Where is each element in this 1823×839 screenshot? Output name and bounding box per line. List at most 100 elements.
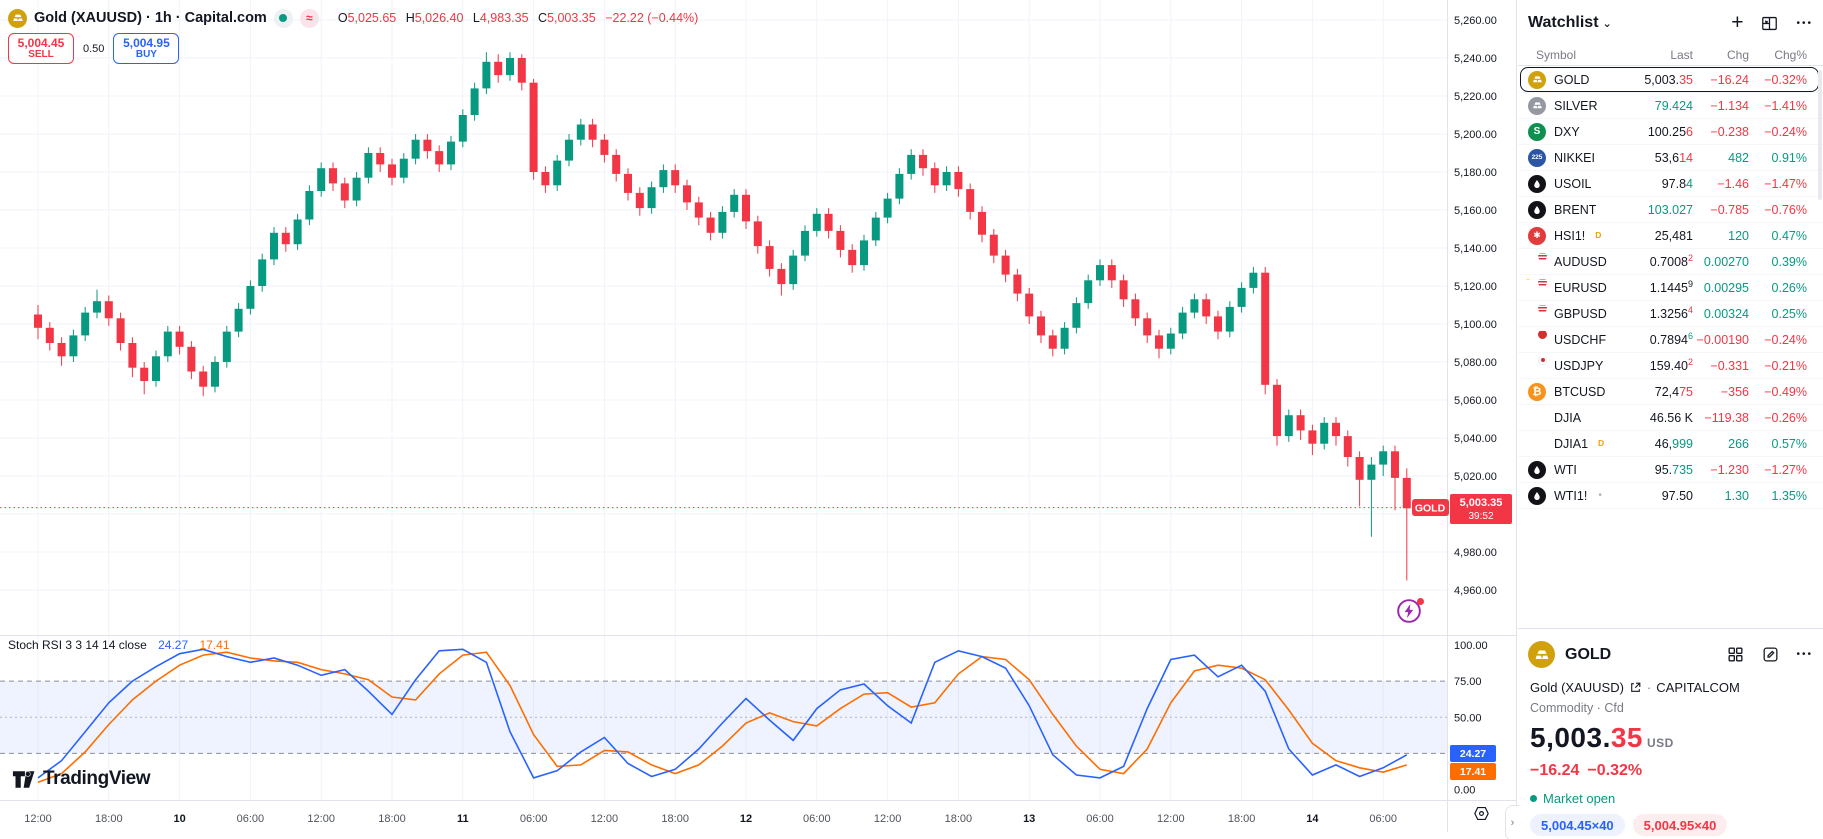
change-value: 0.00324 (1703, 306, 1749, 321)
watchlist-row-usoil[interactable]: USOIL 97.84 −1.46 −1.47% (1518, 171, 1823, 197)
market-status-dot-icon[interactable] (273, 8, 293, 28)
change-percent: −0.49% (1764, 384, 1807, 399)
grid-view-icon[interactable] (1726, 645, 1745, 664)
watchlist-row-wti[interactable]: WTI 95.735 −1.230 −1.27% (1518, 457, 1823, 483)
last-price: 97.84 (1661, 176, 1693, 191)
watchlist-row-hsi1[interactable]: ✱ HSI1! D 25,481 120 0.47% (1518, 223, 1823, 249)
symbol-name: USOIL (1554, 176, 1592, 191)
sell-button[interactable]: 5,004.45 SELL (8, 33, 74, 64)
approx-price-icon[interactable]: ≈ (299, 8, 319, 28)
watchlist-row-djia[interactable]: DJIA 46.56 K −119.38 −0.26% (1518, 405, 1823, 431)
last-price: 95.735 (1654, 462, 1693, 477)
last-price: 79.424 (1654, 98, 1693, 113)
change-value: −1.230 (1710, 462, 1749, 477)
last-price: 159.402 (1649, 356, 1693, 374)
external-link-icon[interactable] (1629, 681, 1642, 694)
svg-text:5,160.00: 5,160.00 (1454, 205, 1497, 217)
change-value: −1.46 (1717, 176, 1749, 191)
svg-text:12:00: 12:00 (24, 813, 52, 825)
us-mini-flag-icon (1537, 252, 1548, 262)
watchlist-row-brent[interactable]: BRENT 103.027 −0.785 −0.76% (1518, 197, 1823, 223)
change-value: −0.00190 (1696, 332, 1749, 347)
svg-text:5,200.00: 5,200.00 (1454, 129, 1497, 141)
change-percent: 1.35% (1771, 488, 1807, 503)
watchlist-scrollbar[interactable] (1818, 70, 1822, 200)
column-chg-pct[interactable]: Chg% (1774, 47, 1807, 62)
svg-text:14: 14 (1306, 813, 1319, 825)
price-scale[interactable] (1447, 0, 1517, 800)
tradingview-logo[interactable]: TradingView (12, 768, 151, 790)
last-price: 46.56 K (1649, 410, 1693, 425)
change-value: 0.00270 (1703, 254, 1749, 269)
svg-text:06:00: 06:00 (1086, 813, 1114, 825)
svg-text:17.41: 17.41 (1460, 766, 1486, 778)
svg-text:18:00: 18:00 (378, 813, 406, 825)
column-symbol[interactable]: Symbol (1536, 47, 1577, 62)
quick-trade-lightning-icon[interactable] (1396, 598, 1424, 626)
panel-divider (1518, 628, 1823, 629)
price-chart[interactable]: 5,260.00 5,240.00 5,220.00 5,200.00 5,180.00… (0, 0, 1517, 839)
watchlist-row-silver[interactable]: SILVER 79.424 −1.134 −1.41% (1518, 93, 1823, 119)
oil-icon (1528, 200, 1546, 219)
change-percent: −1.47% (1764, 176, 1807, 191)
hsi-icon: ✱ (1528, 226, 1546, 245)
symbol-name: BTCUSD (1554, 384, 1606, 399)
indicator-legend[interactable]: Stoch RSI 3 3 14 14 close 24.27 17.41 (8, 638, 230, 652)
svg-text:06:00: 06:00 (1369, 813, 1397, 825)
collapse-panel-handle[interactable]: › (1505, 805, 1519, 839)
last-price: 100.256 (1647, 124, 1693, 139)
svg-text:5,180.00: 5,180.00 (1454, 167, 1497, 179)
watchlist-title[interactable]: Watchlist ⌄ (1528, 14, 1612, 31)
svg-text:12:00: 12:00 (874, 813, 902, 825)
svg-text:0.00: 0.00 (1454, 785, 1475, 797)
add-symbol-button[interactable]: + (1731, 11, 1744, 34)
change-percent: 0.91% (1771, 150, 1807, 165)
watchlist-row-eurusd[interactable]: EURUSD 1.14459 0.00295 0.26% (1518, 275, 1823, 301)
edit-note-icon[interactable] (1761, 645, 1780, 664)
chart-settings-icon[interactable] (1472, 804, 1491, 828)
watchlist-row-dxy[interactable]: S DXY 100.256 −0.238 −0.24% (1518, 119, 1823, 145)
svg-text:18:00: 18:00 (661, 813, 689, 825)
change-percent: 0.57% (1771, 436, 1807, 451)
bid-size-pill[interactable]: 5,004.45×40 (1530, 814, 1625, 836)
change-percent: 0.26% (1771, 280, 1807, 295)
svg-text:50.00: 50.00 (1454, 712, 1482, 724)
ask-size-pill[interactable]: 5,004.95×40 (1632, 814, 1728, 836)
watchlist-row-usdjpy[interactable]: USDJPY 159.402 −0.331 −0.21% (1518, 353, 1823, 379)
svg-text:5,260.00: 5,260.00 (1454, 15, 1497, 27)
details-more-button[interactable]: ••• (1796, 649, 1813, 660)
change-percent: −0.26% (1764, 410, 1807, 425)
gold-logo-icon (1528, 641, 1555, 668)
layout-grid-icon[interactable] (1760, 14, 1779, 33)
watchlist-row-gbpusd[interactable]: GBPUSD 1.32564 0.00324 0.25% (1518, 301, 1823, 327)
us-mini-flag-icon (1537, 304, 1548, 314)
svg-text:4,960.00: 4,960.00 (1454, 585, 1497, 597)
watchlist-row-djia1[interactable]: DJIA1 D 46,999 266 0.57% (1518, 431, 1823, 457)
symbol-title[interactable]: Gold (XAUUSD) · 1h · Capital.com (34, 10, 267, 26)
watchlist-more-button[interactable]: ••• (1796, 17, 1813, 29)
details-full-name[interactable]: Gold (XAUUSD) (1530, 680, 1624, 695)
change-percent: −0.24% (1764, 124, 1807, 139)
oil-icon (1528, 460, 1546, 479)
watchlist-row-wti1[interactable]: WTI1! • 97.50 1.30 1.35% (1518, 483, 1823, 509)
details-change: −16.24 −0.32% (1530, 762, 1643, 779)
watchlist-row-audusd[interactable]: AUDUSD 0.70082 0.00270 0.39% (1518, 249, 1823, 275)
details-exchange: CAPITALCOM (1656, 680, 1740, 695)
eur-flag-icon (1528, 278, 1548, 297)
watchlist-row-nikkei[interactable]: 225 NIKKEI 53,614 482 0.91% (1518, 145, 1823, 171)
time-scale[interactable] (0, 800, 1447, 832)
watchlist-row-gold[interactable]: GOLD 5,003.35 −16.24 −0.32% (1518, 67, 1823, 93)
column-chg[interactable]: Chg (1726, 47, 1749, 62)
watchlist-row-btcusd[interactable]: ₿ BTCUSD 72,475 −356 −0.49% (1518, 379, 1823, 405)
change-value: 266 (1728, 436, 1749, 451)
delayed-dot-icon: • (1598, 490, 1602, 501)
svg-text:06:00: 06:00 (520, 813, 548, 825)
buy-button[interactable]: 5,004.95 BUY (113, 33, 180, 64)
change-value: −0.238 (1710, 124, 1749, 139)
watchlist-row-usdchf[interactable]: USDCHF 0.78946 −0.00190 −0.24% (1518, 327, 1823, 353)
change-percent: −0.76% (1764, 202, 1807, 217)
svg-text:39:52: 39:52 (1468, 511, 1493, 522)
stoch-k-value: 24.27 (158, 638, 189, 652)
column-last[interactable]: Last (1670, 47, 1693, 62)
symbol-name: DXY (1554, 124, 1580, 139)
